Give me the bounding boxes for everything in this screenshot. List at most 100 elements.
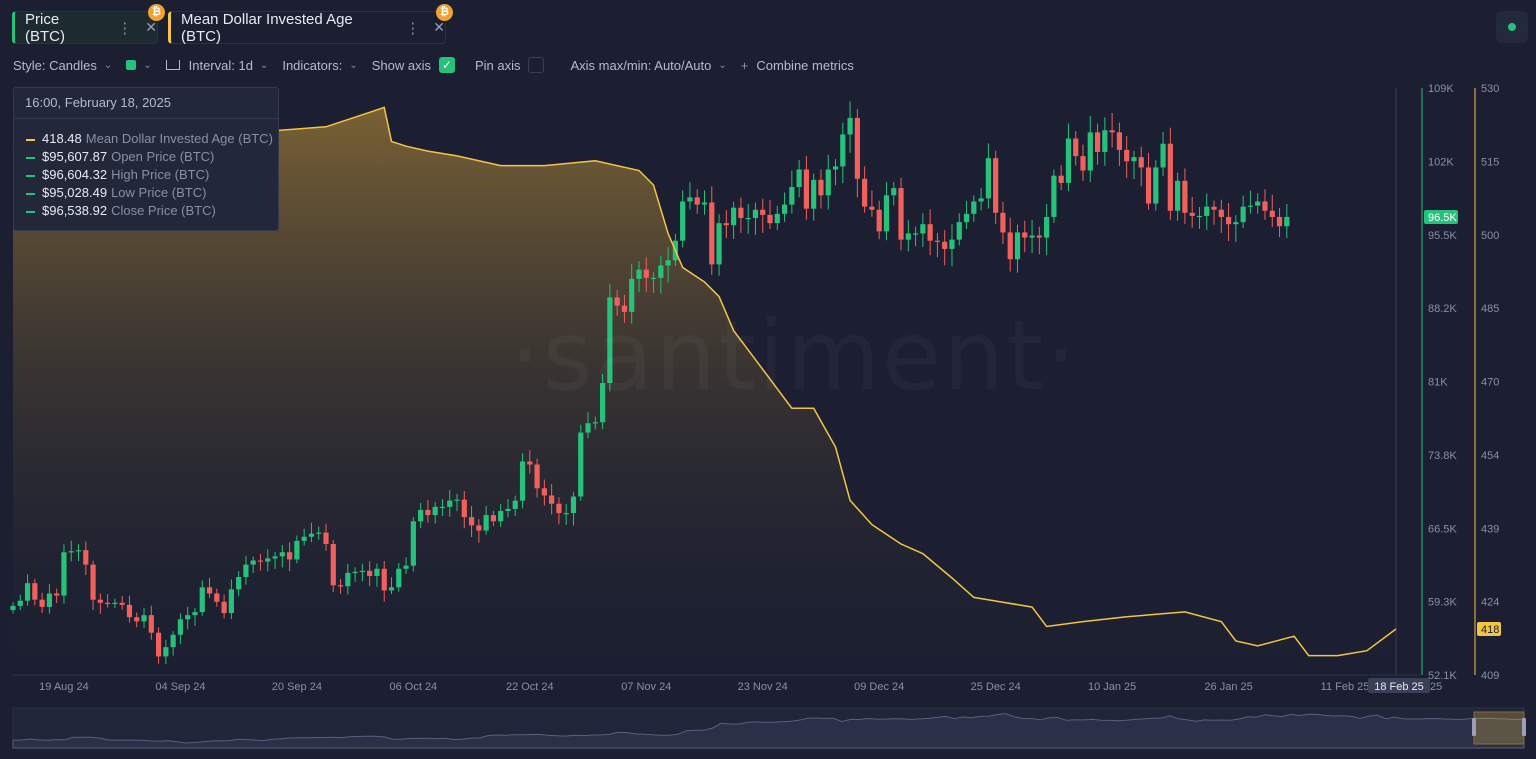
price-axis-tick: 102K bbox=[1428, 156, 1454, 168]
candle-body bbox=[1160, 143, 1166, 168]
x-axis-tick: 09 Dec 24 bbox=[854, 681, 904, 693]
candle-body bbox=[505, 508, 511, 511]
candle-body bbox=[61, 552, 67, 596]
candle-body bbox=[738, 207, 744, 218]
candle-body bbox=[570, 496, 577, 514]
price-axis-tick: 66.5K bbox=[1428, 523, 1457, 535]
candle-body bbox=[83, 550, 89, 565]
checkbox-checked-icon[interactable]: ✓ bbox=[438, 57, 455, 73]
mdia-axis-tick: 409 bbox=[1481, 670, 1499, 682]
tooltip-series-name: Open Price (BTC) bbox=[111, 149, 215, 164]
candle-body bbox=[1044, 216, 1050, 238]
tooltip-value: 418.48 bbox=[42, 131, 82, 146]
candle-body bbox=[1094, 132, 1101, 152]
status-indicator-button[interactable] bbox=[1496, 11, 1528, 43]
show-axis-toggle[interactable]: Show axis ✓ bbox=[372, 57, 455, 73]
axis-minmax-dropdown[interactable]: Axis max/min: Auto/Auto ⌄ bbox=[570, 58, 726, 73]
x-axis-tick: 04 Sep 24 bbox=[155, 681, 205, 693]
candle-body bbox=[1182, 180, 1188, 213]
tooltip-row: 418.48 Mean Dollar Invested Age (BTC) bbox=[26, 131, 273, 146]
candle-body bbox=[199, 587, 205, 613]
candle-body bbox=[1153, 167, 1159, 204]
candle-body bbox=[119, 602, 125, 605]
candle-body bbox=[636, 269, 642, 279]
candle-body bbox=[862, 178, 868, 207]
candle-body bbox=[68, 551, 74, 553]
price-axis-tick: 95.5K bbox=[1428, 230, 1457, 242]
mdia-line-layer bbox=[12, 106, 1397, 657]
chevron-down-icon: ⌄ bbox=[143, 59, 152, 71]
candle-body bbox=[971, 201, 977, 214]
candle-body bbox=[1036, 235, 1042, 238]
series-color-mark bbox=[26, 156, 35, 159]
candle-body bbox=[316, 532, 322, 534]
candle-body bbox=[650, 277, 657, 280]
mdia-line bbox=[12, 106, 1397, 657]
candle-body bbox=[883, 195, 890, 232]
candle-body bbox=[694, 197, 700, 205]
chevron-down-icon: ⌄ bbox=[103, 59, 113, 71]
candle-body bbox=[418, 509, 424, 522]
x-axis-tick: 25 Dec 24 bbox=[971, 681, 1021, 693]
candle-body bbox=[24, 583, 31, 601]
candle-body bbox=[1014, 232, 1021, 260]
navigator-handle-left[interactable] bbox=[1472, 718, 1476, 736]
candle-body bbox=[949, 239, 955, 249]
navigator-handle-right[interactable] bbox=[1522, 718, 1526, 736]
color-picker[interactable]: ⌄ bbox=[126, 59, 152, 71]
candle-body bbox=[563, 513, 569, 515]
candle-body bbox=[1007, 232, 1013, 260]
candle-body bbox=[388, 587, 395, 591]
price-axis-tick: 59.3K bbox=[1428, 597, 1457, 609]
candle-body bbox=[236, 576, 242, 590]
candle-body bbox=[709, 202, 715, 265]
candle-body bbox=[476, 525, 482, 531]
combine-metrics-button[interactable]: + Combine metrics bbox=[741, 58, 854, 73]
candle-body bbox=[1233, 222, 1239, 225]
tab-mdia-btc[interactable]: Mean Dollar Invested Age (BTC) ⋮ ✕ ₿ bbox=[168, 4, 453, 45]
tooltip-value: $96,604.32 bbox=[42, 167, 108, 182]
price-axis-tick: 52.1K bbox=[1428, 670, 1457, 682]
candle-body bbox=[54, 593, 60, 596]
candle-body bbox=[468, 517, 475, 526]
chart-axes: 109K 102K 95.5K 88.2K 81K 73.8K 66.5K 59.3K 52.1… bbox=[39, 83, 1501, 693]
checkbox-unchecked-icon[interactable] bbox=[528, 57, 545, 73]
series-color-mark bbox=[26, 210, 35, 213]
candle-body bbox=[832, 166, 839, 170]
candle-body bbox=[1240, 206, 1246, 223]
x-axis-tick: 07 Nov 24 bbox=[621, 681, 671, 693]
candle-body bbox=[148, 615, 154, 633]
tab-price-btc[interactable]: Price (BTC) ⋮ ✕ ₿ bbox=[12, 4, 165, 45]
candle-body bbox=[454, 499, 460, 501]
candle-body bbox=[214, 593, 220, 602]
candle-body bbox=[825, 169, 831, 196]
candle-body bbox=[432, 506, 438, 516]
candle-body bbox=[985, 158, 991, 199]
x-axis-tick: 19 Aug 24 bbox=[39, 681, 89, 693]
close-icon[interactable]: ✕ bbox=[433, 19, 445, 35]
candle-body bbox=[1262, 201, 1268, 211]
candle-body bbox=[978, 198, 984, 202]
indicators-dropdown[interactable]: Indicators: ⌄ bbox=[282, 58, 357, 73]
candle-body bbox=[556, 503, 562, 514]
mdia-axis-tick: 530 bbox=[1481, 83, 1499, 95]
candle-body bbox=[498, 510, 504, 522]
more-options-icon[interactable]: ⋮ bbox=[117, 19, 132, 37]
interval-dropdown[interactable]: Interval: 1d ⌄ bbox=[165, 58, 268, 73]
price-axis-tick: 81K bbox=[1428, 377, 1448, 389]
candle-body bbox=[301, 536, 307, 541]
close-icon[interactable]: ✕ bbox=[145, 19, 157, 35]
style-dropdown[interactable]: Style: Candles ⌄ bbox=[13, 58, 112, 73]
candle-body bbox=[1145, 167, 1152, 204]
candle-body bbox=[381, 568, 387, 591]
candle-body bbox=[1138, 157, 1144, 168]
more-options-icon[interactable]: ⋮ bbox=[405, 19, 420, 37]
pin-axis-toggle[interactable]: Pin axis bbox=[475, 57, 545, 73]
candle-body bbox=[352, 571, 358, 574]
tooltip-value: $95,028.49 bbox=[42, 185, 108, 200]
candle-body bbox=[1218, 209, 1224, 217]
chart-tooltip: 16:00, February 18, 2025 418.48 Mean Doll… bbox=[13, 87, 279, 231]
tooltip-series-name: High Price (BTC) bbox=[111, 167, 210, 182]
candle-body bbox=[796, 169, 802, 188]
